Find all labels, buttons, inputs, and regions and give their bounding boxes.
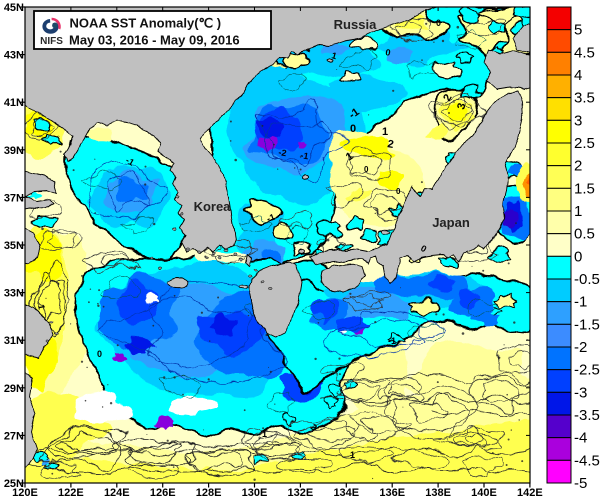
svg-text:3: 3 bbox=[455, 102, 468, 111]
svg-text:0: 0 bbox=[419, 243, 428, 254]
svg-text:1: 1 bbox=[350, 450, 355, 460]
svg-text:-1.5: -1.5 bbox=[574, 316, 600, 333]
svg-text:3: 3 bbox=[574, 112, 582, 129]
svg-text:41N: 41N bbox=[4, 97, 24, 109]
svg-text:2: 2 bbox=[441, 92, 454, 103]
svg-text:1: 1 bbox=[382, 126, 388, 138]
svg-text:130E: 130E bbox=[242, 487, 268, 499]
svg-text:2: 2 bbox=[574, 158, 582, 175]
svg-text:0.5: 0.5 bbox=[574, 226, 595, 243]
svg-text:120E: 120E bbox=[12, 487, 38, 499]
svg-text:0: 0 bbox=[350, 123, 356, 135]
svg-text:2: 2 bbox=[386, 138, 394, 151]
svg-text:1: 1 bbox=[262, 429, 267, 439]
svg-text:25N: 25N bbox=[4, 478, 24, 490]
svg-text:134E: 134E bbox=[333, 487, 359, 499]
svg-text:1: 1 bbox=[330, 50, 337, 61]
svg-text:136E: 136E bbox=[379, 487, 405, 499]
svg-text:-1: -1 bbox=[124, 155, 136, 168]
svg-text:Korea: Korea bbox=[194, 199, 232, 214]
svg-text:2: 2 bbox=[309, 422, 319, 433]
svg-text:0: 0 bbox=[364, 165, 369, 174]
svg-text:-4.5: -4.5 bbox=[574, 452, 600, 469]
svg-text:-3: -3 bbox=[574, 384, 587, 401]
svg-text:-4: -4 bbox=[574, 430, 587, 447]
svg-text:2.5: 2.5 bbox=[574, 135, 595, 152]
svg-text:-2.5: -2.5 bbox=[574, 362, 600, 379]
svg-text:NIFS: NIFS bbox=[40, 36, 63, 47]
svg-text:May 03, 2016 - May 09, 2016: May 03, 2016 - May 09, 2016 bbox=[69, 33, 240, 48]
svg-text:NOAA SST Anomaly(℃ ): NOAA SST Anomaly(℃ ) bbox=[70, 16, 222, 31]
svg-text:124E: 124E bbox=[104, 487, 130, 499]
svg-text:1: 1 bbox=[344, 150, 356, 163]
svg-text:128E: 128E bbox=[196, 487, 222, 499]
svg-text:132E: 132E bbox=[288, 487, 314, 499]
svg-text:-5: -5 bbox=[574, 475, 587, 492]
svg-text:27N: 27N bbox=[4, 430, 24, 442]
svg-text:5: 5 bbox=[574, 22, 582, 39]
svg-text:-1: -1 bbox=[388, 336, 396, 346]
svg-text:0: 0 bbox=[436, 18, 441, 28]
svg-text:1: 1 bbox=[36, 304, 47, 311]
svg-text:33N: 33N bbox=[4, 288, 24, 300]
svg-text:35N: 35N bbox=[4, 240, 24, 252]
svg-text:-3.5: -3.5 bbox=[574, 407, 600, 424]
svg-text:4: 4 bbox=[574, 67, 582, 84]
svg-text:37N: 37N bbox=[4, 192, 24, 204]
svg-text:4.5: 4.5 bbox=[574, 44, 595, 61]
svg-text:-2: -2 bbox=[278, 147, 288, 158]
svg-text:-1: -1 bbox=[265, 212, 276, 224]
svg-text:1: 1 bbox=[574, 203, 582, 220]
svg-text:31N: 31N bbox=[4, 335, 24, 347]
svg-text:39N: 39N bbox=[4, 145, 24, 157]
svg-text:122E: 122E bbox=[58, 487, 84, 499]
svg-text:-1: -1 bbox=[300, 150, 310, 161]
svg-text:Japan: Japan bbox=[432, 215, 470, 230]
svg-text:-2: -2 bbox=[574, 339, 587, 356]
svg-text:0: 0 bbox=[97, 349, 102, 359]
svg-text:0: 0 bbox=[574, 248, 582, 265]
svg-text:138E: 138E bbox=[425, 487, 451, 499]
svg-text:142E: 142E bbox=[517, 487, 543, 499]
svg-text:29N: 29N bbox=[4, 383, 24, 395]
svg-text:-0.5: -0.5 bbox=[574, 271, 600, 288]
svg-text:-1: -1 bbox=[574, 294, 587, 311]
svg-text:126E: 126E bbox=[150, 487, 176, 499]
svg-text:1.5: 1.5 bbox=[574, 180, 595, 197]
svg-text:Russia: Russia bbox=[334, 17, 377, 32]
svg-text:140E: 140E bbox=[471, 487, 497, 499]
svg-text:3.5: 3.5 bbox=[574, 90, 595, 107]
svg-text:45N: 45N bbox=[4, 2, 24, 14]
svg-text:0: 0 bbox=[385, 47, 392, 58]
svg-text:43N: 43N bbox=[4, 50, 24, 62]
svg-text:0: 0 bbox=[396, 187, 401, 196]
